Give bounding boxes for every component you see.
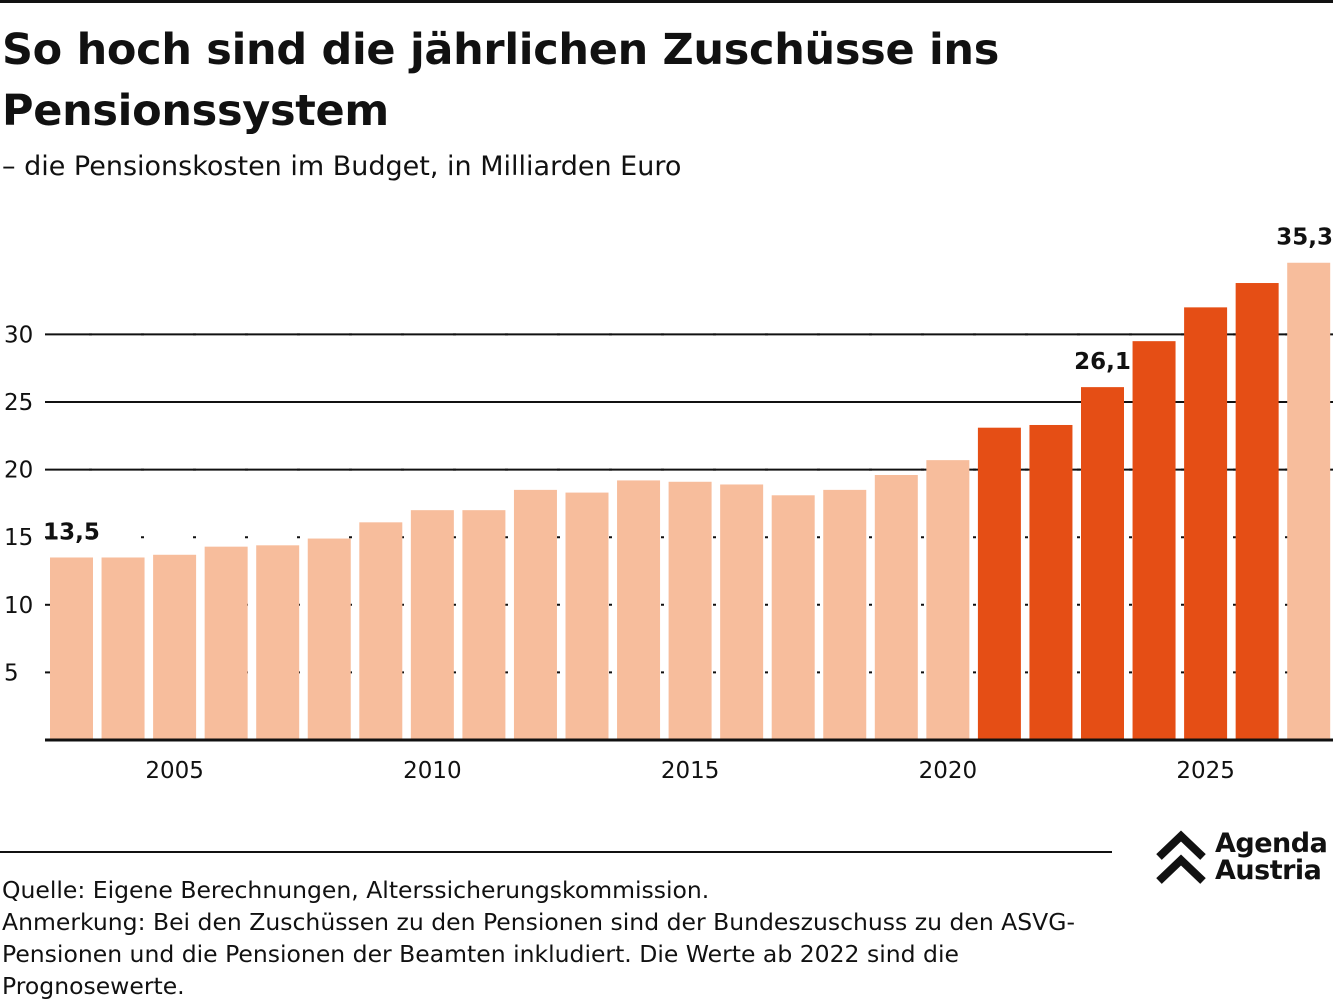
x-tick-label: 2005	[145, 758, 204, 784]
top-rule	[0, 0, 1333, 3]
y-tick-label: 5	[4, 660, 19, 686]
footer-rule	[0, 851, 1112, 853]
bar-2027	[1287, 262, 1331, 740]
bar-2004	[101, 557, 145, 740]
bar-2003	[50, 557, 93, 740]
data-label: 26,1	[1074, 349, 1131, 375]
chart-title: So hoch sind die jährlichen Zuschüsse in…	[2, 25, 1000, 136]
x-tick-label: 2010	[403, 758, 462, 784]
bar-2023	[1081, 387, 1124, 740]
bar-2007	[256, 545, 300, 740]
footer: Quelle: Eigene Berechnungen, Alterssiche…	[2, 874, 1102, 1002]
bar-2012	[513, 489, 557, 740]
bar-2014	[617, 480, 661, 740]
logo-line-2: Austria	[1215, 855, 1322, 886]
chart-subtitle: – die Pensionskosten im Budget, in Milli…	[2, 151, 682, 182]
bar-2006	[204, 546, 248, 740]
bar-2025	[1184, 307, 1228, 740]
logo-wordmark: Agenda Austria	[1215, 828, 1328, 886]
bar-2009	[359, 522, 403, 740]
source-text: Quelle: Eigene Berechnungen, Alterssiche…	[2, 876, 710, 904]
x-tick-label: 2025	[1176, 758, 1235, 784]
note-text: Anmerkung: Bei den Zuschüssen zu den Pen…	[2, 908, 1075, 1000]
data-label: 35,3	[1276, 225, 1333, 251]
bar-2020	[926, 460, 970, 740]
y-tick-label: 20	[4, 458, 33, 484]
bar-2021	[977, 427, 1021, 740]
bar-2005	[153, 554, 197, 740]
bar-2018	[823, 489, 867, 740]
bar-2022	[1029, 424, 1073, 740]
y-tick-label: 10	[4, 593, 33, 619]
y-tick-label: 15	[4, 525, 33, 551]
bar-2015	[668, 481, 712, 740]
agenda-austria-logo: Agenda Austria	[1155, 830, 1333, 888]
logo-line-1: Agenda	[1215, 828, 1328, 859]
bar-2019	[874, 475, 918, 740]
data-label: 13,5	[43, 519, 100, 545]
y-tick-label: 25	[4, 390, 33, 416]
bar-2013	[565, 492, 609, 740]
chevron-up-logo-icon	[1156, 830, 1206, 884]
bar-2024	[1132, 341, 1176, 740]
bar-2008	[307, 538, 351, 740]
bar-2010	[410, 510, 454, 740]
y-tick-label: 30	[4, 322, 33, 348]
x-tick-label: 2015	[661, 758, 720, 784]
bar-2017	[771, 495, 815, 740]
bar-2026	[1235, 283, 1279, 740]
x-tick-label: 2020	[919, 758, 978, 784]
bar-2011	[462, 510, 506, 740]
bar-2016	[720, 484, 764, 740]
